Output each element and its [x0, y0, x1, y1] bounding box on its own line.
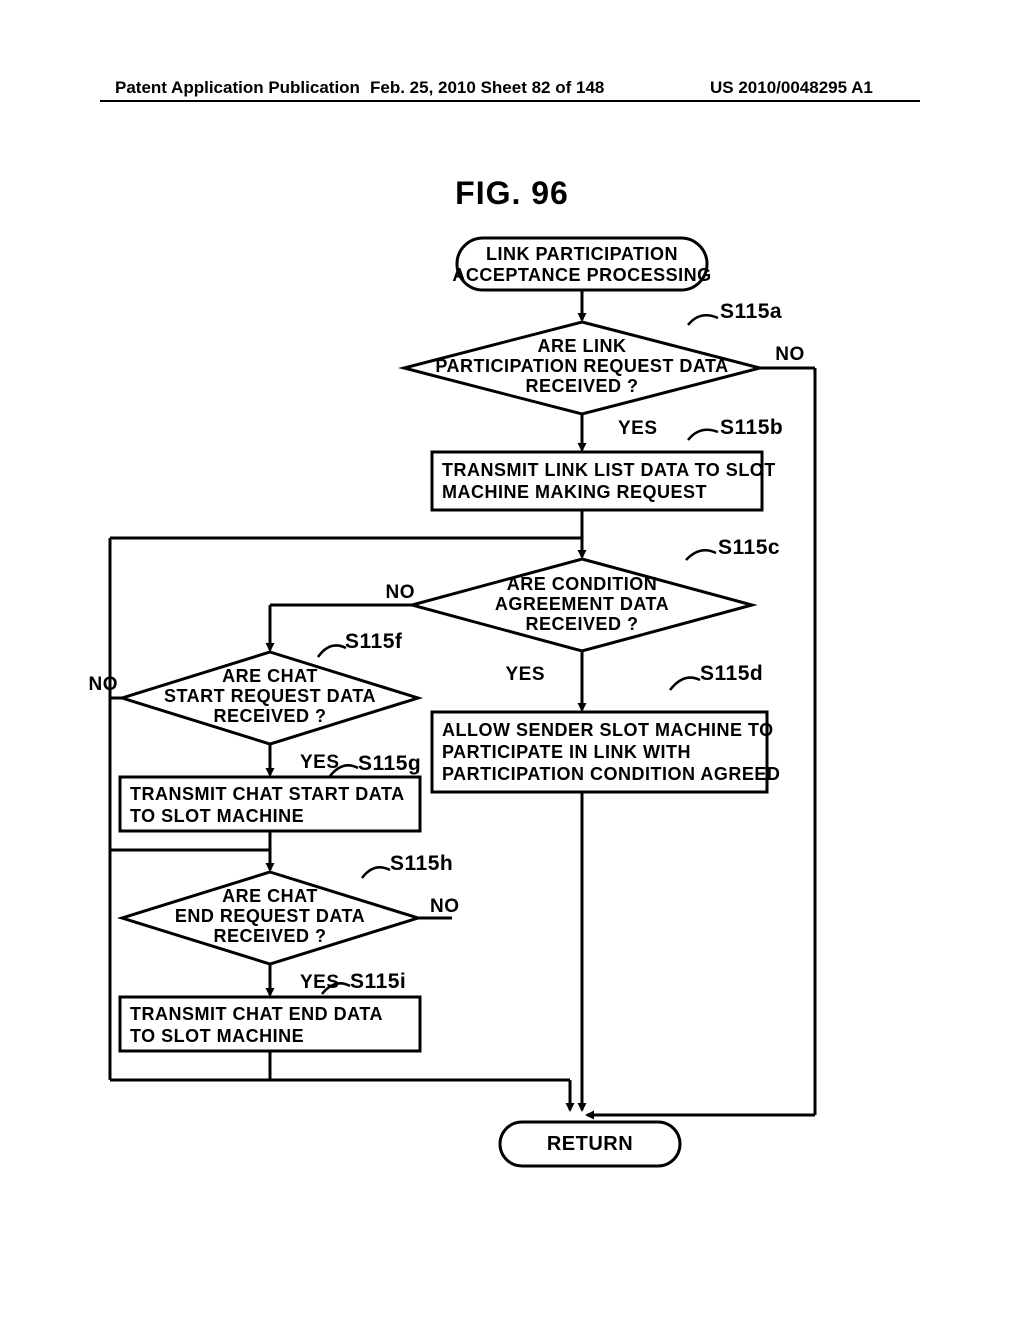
- svg-text:NO: NO: [430, 896, 460, 917]
- node-s115h: ARE CHAT END REQUEST DATA RECEIVED ? S11…: [122, 852, 453, 964]
- svg-text:ARE CHAT: ARE CHAT: [222, 666, 318, 686]
- node-s115b: TRANSMIT LINK LIST DATA TO SLOT MACHINE …: [432, 452, 776, 510]
- svg-text:NO: NO: [775, 344, 805, 365]
- svg-text:PARTICIPATION REQUEST DATA: PARTICIPATION REQUEST DATA: [435, 356, 728, 376]
- svg-text:TRANSMIT CHAT END DATA: TRANSMIT CHAT END DATA: [130, 1004, 383, 1024]
- svg-text:RECEIVED ?: RECEIVED ?: [525, 376, 638, 396]
- svg-text:TO SLOT MACHINE: TO SLOT MACHINE: [130, 1026, 304, 1046]
- svg-text:ALLOW SENDER SLOT MACHINE TO: ALLOW SENDER SLOT MACHINE TO: [442, 720, 774, 740]
- svg-text:YES: YES: [618, 418, 658, 439]
- svg-text:MACHINE MAKING REQUEST: MACHINE MAKING REQUEST: [442, 482, 707, 502]
- svg-text:ACCEPTANCE PROCESSING: ACCEPTANCE PROCESSING: [452, 265, 711, 285]
- svg-text:RETURN: RETURN: [547, 1133, 633, 1155]
- svg-text:AGREEMENT DATA: AGREEMENT DATA: [495, 594, 669, 614]
- node-s115a: ARE LINK PARTICIPATION REQUEST DATA RECE…: [404, 300, 782, 414]
- node-s115d: ALLOW SENDER SLOT MACHINE TO PARTICIPATE…: [432, 712, 780, 792]
- node-start: LINK PARTICIPATION ACCEPTANCE PROCESSING: [452, 238, 711, 290]
- svg-text:START REQUEST DATA: START REQUEST DATA: [164, 686, 376, 706]
- svg-text:END REQUEST DATA: END REQUEST DATA: [175, 906, 365, 926]
- svg-text:NO: NO: [386, 582, 416, 603]
- svg-text:TO SLOT MACHINE: TO SLOT MACHINE: [130, 806, 304, 826]
- svg-text:NO: NO: [89, 674, 119, 695]
- svg-text:ARE LINK: ARE LINK: [538, 336, 627, 356]
- svg-text:S115h: S115h: [390, 852, 453, 875]
- svg-text:S115c: S115c: [718, 536, 780, 559]
- svg-text:RECEIVED ?: RECEIVED ?: [213, 706, 326, 726]
- svg-text:YES: YES: [300, 972, 340, 993]
- node-s115c: ARE CONDITION AGREEMENT DATA RECEIVED ? …: [412, 536, 780, 651]
- node-s115i: TRANSMIT CHAT END DATA TO SLOT MACHINE: [120, 997, 420, 1051]
- svg-text:ARE CHAT: ARE CHAT: [222, 886, 318, 906]
- svg-text:TRANSMIT LINK LIST DATA TO SLO: TRANSMIT LINK LIST DATA TO SLOT: [442, 460, 776, 480]
- node-return: RETURN: [500, 1122, 680, 1166]
- svg-text:PARTICIPATE IN LINK WITH: PARTICIPATE IN LINK WITH: [442, 742, 691, 762]
- svg-text:PARTICIPATION CONDITION AGREED: PARTICIPATION CONDITION AGREED: [442, 764, 780, 784]
- svg-text:S115f: S115f: [345, 630, 403, 653]
- svg-text:S115d: S115d: [700, 662, 763, 685]
- svg-text:RECEIVED ?: RECEIVED ?: [213, 926, 326, 946]
- svg-text:YES: YES: [505, 664, 545, 685]
- svg-text:YES: YES: [300, 752, 340, 773]
- svg-text:S115i: S115i: [350, 970, 406, 993]
- svg-text:TRANSMIT CHAT START DATA: TRANSMIT CHAT START DATA: [130, 784, 405, 804]
- svg-text:S115a: S115a: [720, 300, 782, 323]
- svg-text:S115b: S115b: [720, 416, 783, 439]
- svg-text:LINK PARTICIPATION: LINK PARTICIPATION: [486, 244, 678, 264]
- flowchart: LINK PARTICIPATION ACCEPTANCE PROCESSING…: [0, 0, 1024, 1320]
- node-s115g: TRANSMIT CHAT START DATA TO SLOT MACHINE: [120, 777, 420, 831]
- svg-text:RECEIVED ?: RECEIVED ?: [525, 614, 638, 634]
- svg-text:S115g: S115g: [358, 752, 421, 775]
- svg-text:ARE CONDITION: ARE CONDITION: [507, 574, 658, 594]
